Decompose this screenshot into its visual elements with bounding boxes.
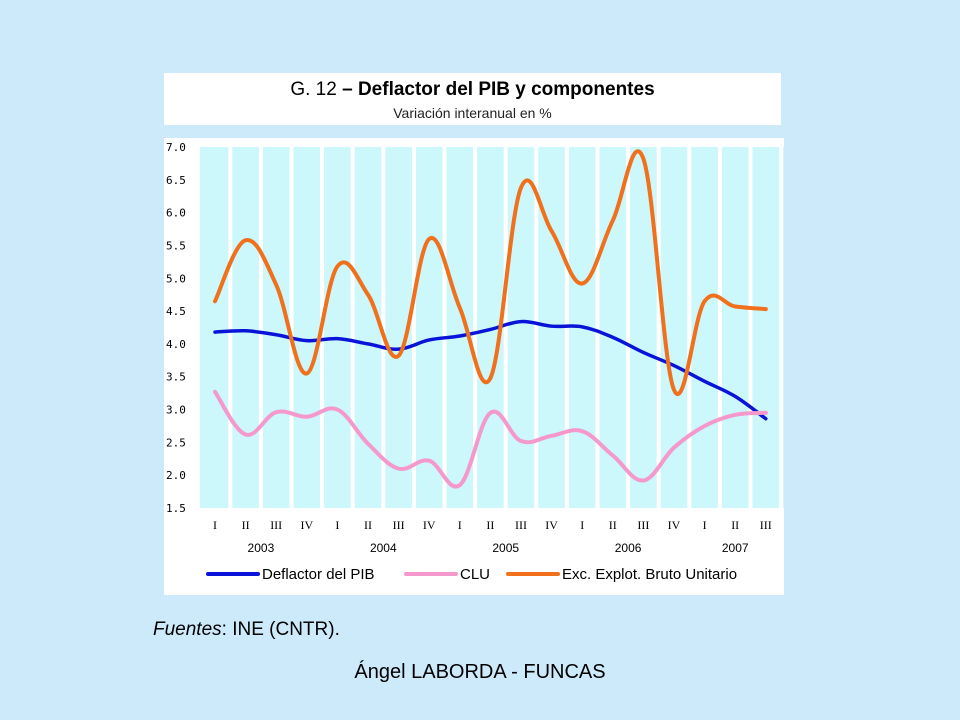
x-tick-label: II <box>242 518 250 532</box>
y-tick-label: 3.0 <box>166 404 186 417</box>
y-tick-label: 3.5 <box>166 371 186 384</box>
title-separator: – <box>336 79 358 100</box>
chart-title: G. 12 – Deflactor del PIB y componentes <box>164 79 781 101</box>
y-tick-label: 5.0 <box>166 272 186 285</box>
series-line-1 <box>213 319 768 421</box>
source-note: Fuentes: INE (CNTR). <box>153 619 340 641</box>
y-tick-label: 6.0 <box>166 207 186 220</box>
x-tick-label: I <box>580 518 584 532</box>
footer-credit: Ángel LABORDA - FUNCAS <box>354 661 606 683</box>
x-tick-label: IV <box>545 518 558 532</box>
x-tick-label: III <box>515 518 527 532</box>
x-tick-label: II <box>364 518 372 532</box>
x-tick-label: I <box>335 518 339 532</box>
y-tick-label: 7.0 <box>166 141 186 154</box>
y-tick-label: 5.5 <box>166 239 186 252</box>
x-tick-label: IV <box>668 518 681 532</box>
x-tick-label: III <box>760 518 772 532</box>
x-tick-label: II <box>731 518 739 532</box>
chart-panel: 7.0 6.5 6.0 5.5 5.0 4.5 4.0 3.5 3.0 2.5 2.0 1.5 I II I… <box>164 138 784 595</box>
legend-label-2: CLU <box>460 566 490 583</box>
y-tick-label: 6.5 <box>166 174 186 187</box>
x-tick-label: I <box>458 518 462 532</box>
legend-label-3: Exc. Explot. Bruto Unitario <box>562 566 737 583</box>
source-text: : INE (CNTR). <box>221 619 340 640</box>
x-tick-label: I <box>703 518 707 532</box>
year-label: 2007 <box>722 541 749 555</box>
year-label: 2003 <box>248 541 275 555</box>
title-main: Deflactor del PIB y componentes <box>357 79 655 100</box>
y-tick-label: 1.5 <box>166 502 186 515</box>
y-tick-label: 2.5 <box>166 436 186 449</box>
x-tick-label: II <box>609 518 617 532</box>
year-label: 2006 <box>615 541 642 555</box>
line-chart: 7.06.56.05.55.04.54.03.53.02.52.01.5I II I… <box>166 141 784 583</box>
title-prefix: G. 12 <box>290 79 337 100</box>
y-tick-label: 2.0 <box>166 469 186 482</box>
x-tick-label: III <box>270 518 282 532</box>
x-tick-label: I <box>213 518 217 532</box>
y-tick-label: 4.0 <box>166 338 186 351</box>
legend-label-1: Deflactor del PIB <box>262 566 375 583</box>
year-label: 2005 <box>492 541 519 555</box>
source-label: Fuentes <box>153 619 222 640</box>
series-line-2 <box>213 389 768 489</box>
chart-title-box: G. 12 – Deflactor del PIB y componentes … <box>164 73 781 125</box>
series-line-3 <box>213 149 768 396</box>
y-tick-label: 4.5 <box>166 305 186 318</box>
x-tick-label: IV <box>300 518 313 532</box>
x-tick-label: III <box>637 518 649 532</box>
year-label: 2004 <box>370 541 397 555</box>
x-tick-label: IV <box>423 518 436 532</box>
x-tick-label: III <box>393 518 405 532</box>
x-tick-label: II <box>486 518 494 532</box>
chart-subtitle: Variación interanual en % <box>393 105 552 121</box>
